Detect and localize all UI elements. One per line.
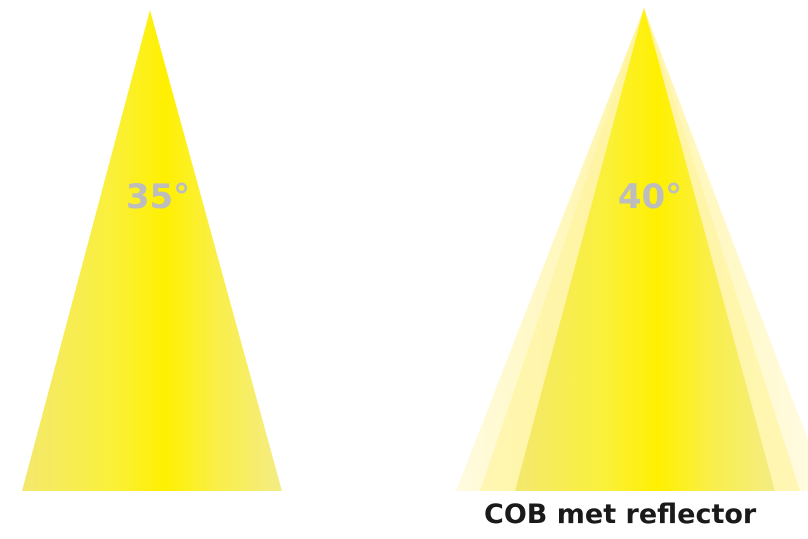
beam-35-cone: [22, 10, 282, 491]
beam-35-angle-label: 35°: [126, 177, 190, 217]
beam-40: 40°: [456, 8, 808, 491]
beam-40-cone: [515, 8, 775, 491]
beam-35: 35°: [22, 10, 282, 491]
beam-40-angle-label: 40°: [618, 177, 682, 217]
caption-cob-met-reflector: COB met reflector: [484, 499, 757, 530]
